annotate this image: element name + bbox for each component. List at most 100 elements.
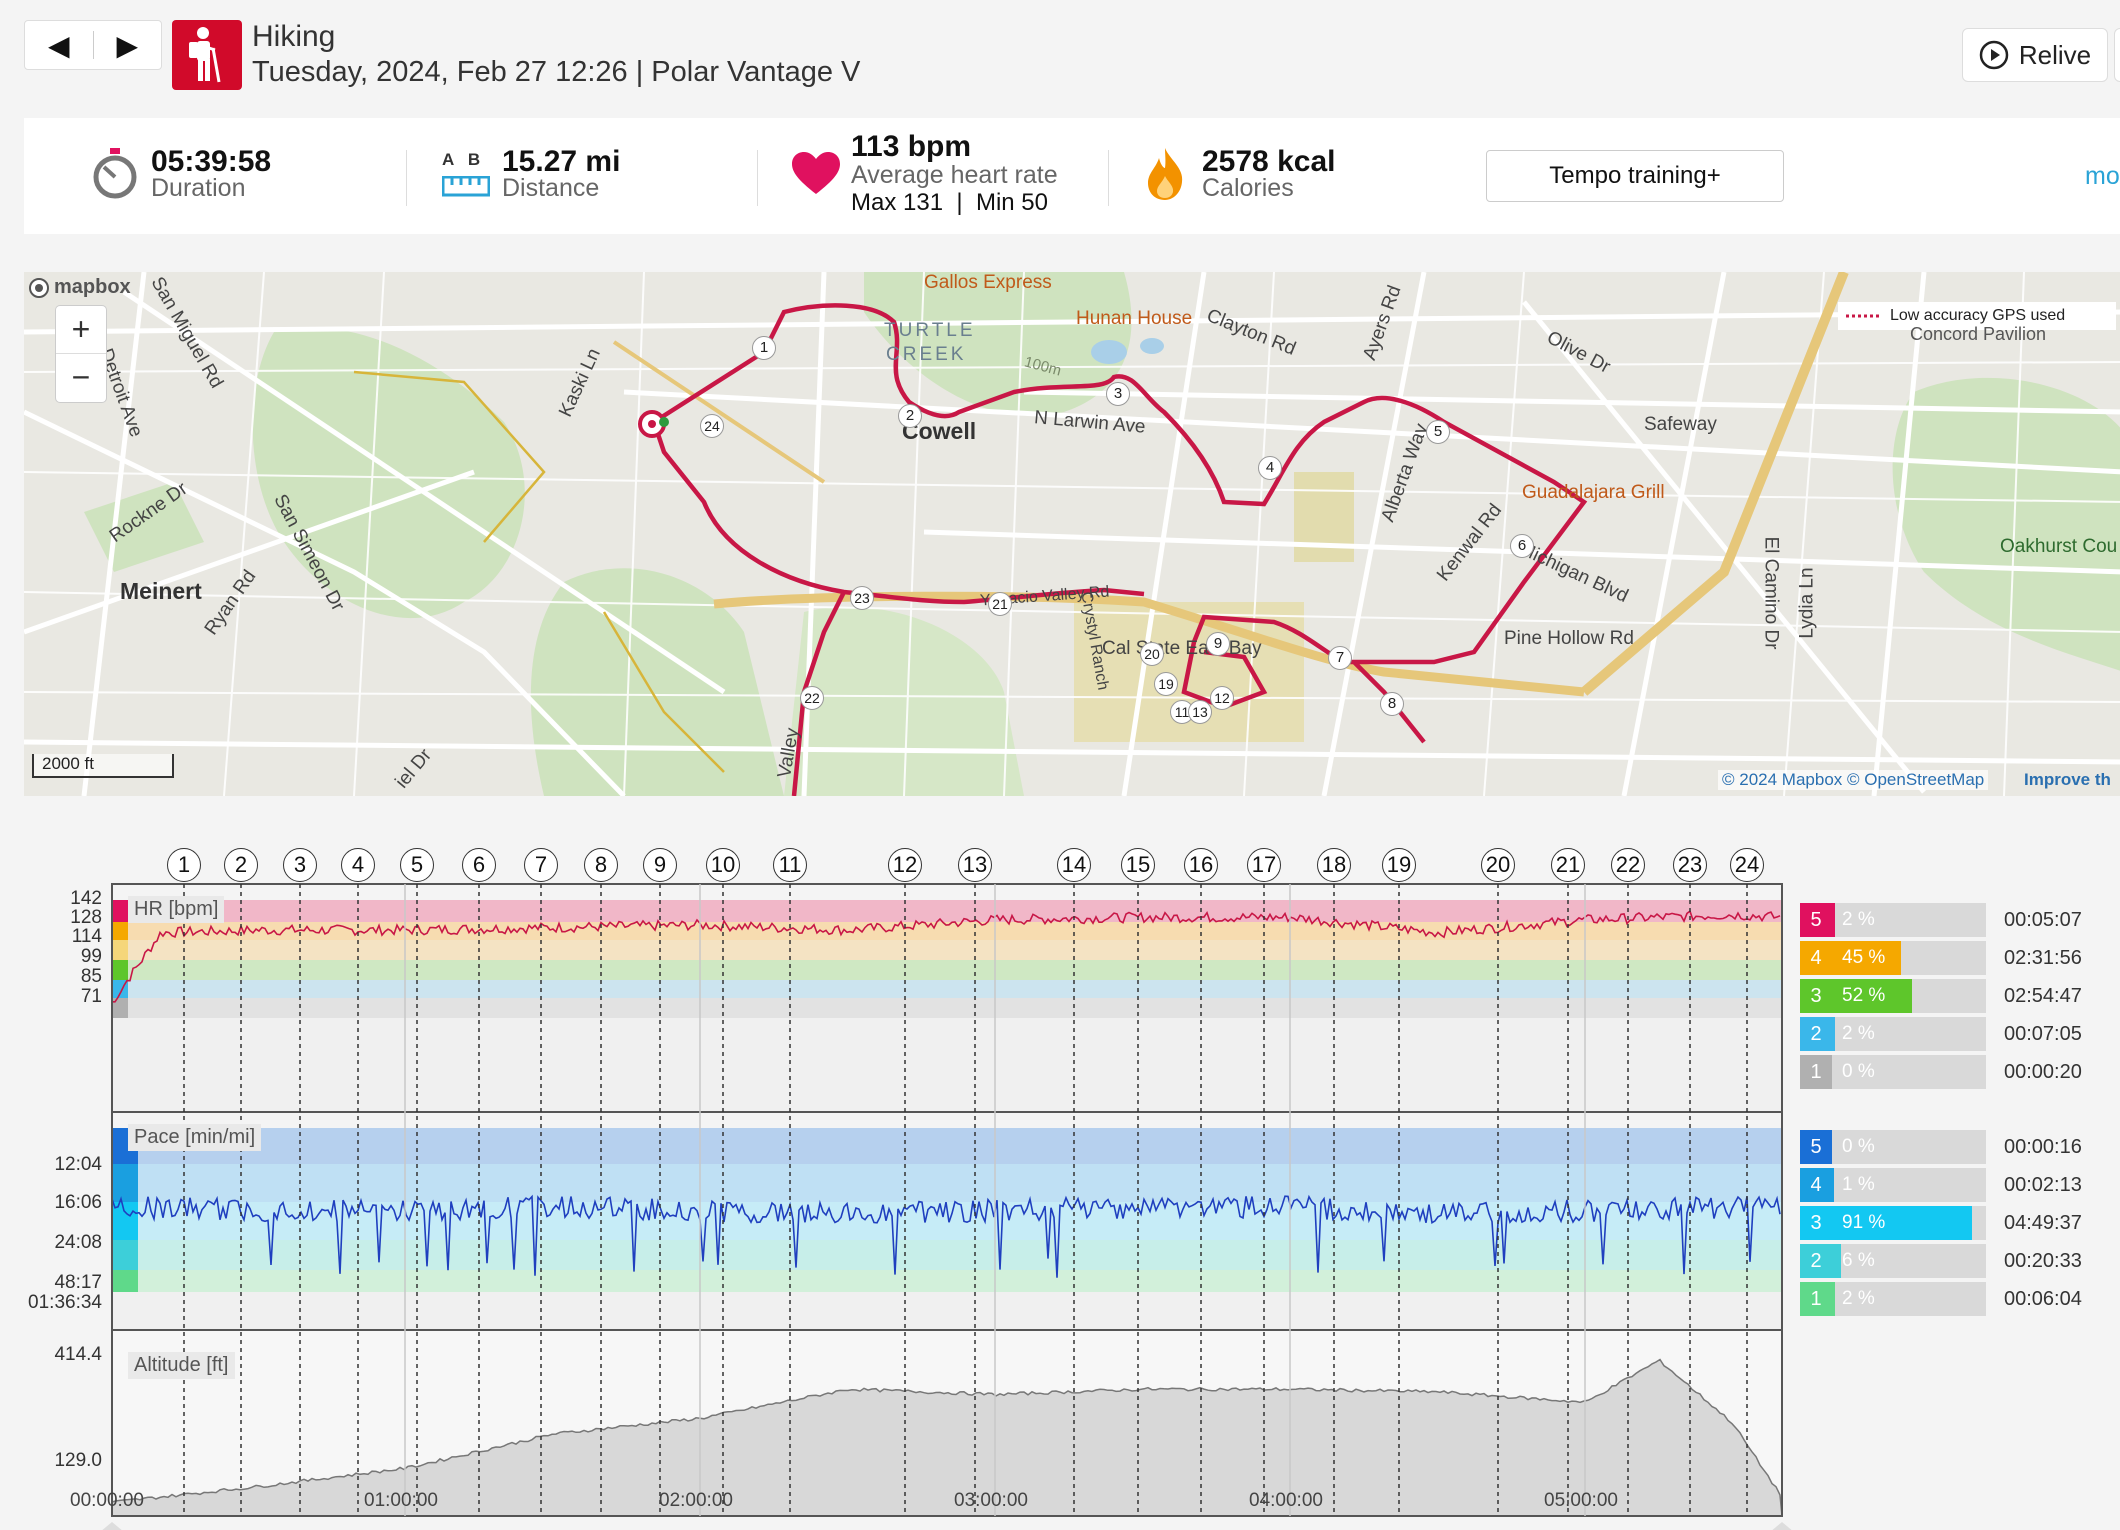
lap-number-marker[interactable]: 10 — [706, 848, 740, 882]
zone-number: 4 — [1800, 941, 1832, 975]
distance-label: Distance — [502, 174, 600, 202]
zone-number: 2 — [1800, 1244, 1832, 1278]
lap-number-marker[interactable]: 13 — [958, 848, 992, 882]
hr-label: Average heart rate — [851, 161, 1058, 189]
zone-time: 00:00:20 — [2004, 1061, 2082, 1083]
lap-number-marker[interactable]: 18 — [1317, 848, 1351, 882]
lap-number-marker[interactable]: 11 — [773, 848, 807, 882]
lap-number-marker[interactable]: 16 — [1184, 848, 1218, 882]
zone-percent: 0 % — [1842, 1061, 1875, 1082]
lap-number-marker[interactable]: 8 — [584, 848, 618, 882]
lap-marker[interactable]: 7 — [1328, 646, 1352, 670]
zone-percent: 2 % — [1842, 909, 1875, 930]
lap-marker[interactable]: 13 — [1188, 700, 1212, 724]
lap-marker[interactable]: 3 — [1106, 382, 1130, 406]
lap-number-marker[interactable]: 1 — [167, 848, 201, 882]
zone-time: 00:07:05 — [2004, 1023, 2082, 1045]
lap-number-marker[interactable]: 19 — [1382, 848, 1416, 882]
lap-number-marker[interactable]: 2 — [224, 848, 258, 882]
x-tick: 03:00:00 — [954, 1490, 1028, 1511]
lap-marker[interactable]: 5 — [1426, 420, 1450, 444]
lap-marker[interactable]: 12 — [1210, 686, 1234, 710]
ruler-icon — [441, 175, 491, 203]
street-label: El Camino Dr — [1760, 536, 1782, 650]
hr-ytick: 85 — [80, 966, 102, 987]
calories-value: 2578 kcal — [1202, 145, 1336, 178]
hr-ytick: 142 — [70, 888, 102, 909]
zoom-in-button[interactable]: + — [56, 306, 106, 354]
zone-percent: 91 % — [1842, 1212, 1886, 1233]
map-canvas — [24, 272, 2120, 796]
lap-number-marker[interactable]: 9 — [643, 848, 677, 882]
duration-value: 05:39:58 — [151, 145, 272, 178]
lap-number-marker[interactable]: 17 — [1247, 848, 1281, 882]
distance-value: 15.27 mi — [502, 145, 621, 178]
lap-number-marker[interactable]: 12 — [888, 848, 922, 882]
flame-icon — [1146, 148, 1184, 205]
zone-row: 1 2 % — [1800, 1282, 1986, 1316]
lap-marker[interactable]: 24 — [700, 414, 724, 438]
distance-ab-label: A B — [442, 150, 481, 169]
datetime-device: Tuesday, 2024, Feb 27 12:26 | Polar Vant… — [252, 56, 861, 88]
zone-percent: 6 % — [1842, 1250, 1875, 1271]
calories-label: Calories — [1202, 174, 1294, 202]
town-label: Meinert — [120, 578, 202, 604]
zone-number: 1 — [1800, 1055, 1832, 1089]
zone-percent: 0 % — [1842, 1136, 1875, 1157]
poi-label: Safeway — [1644, 414, 1717, 435]
lap-marker[interactable]: 6 — [1510, 534, 1534, 558]
lap-number-marker[interactable]: 21 — [1551, 848, 1585, 882]
mapbox-icon — [29, 277, 49, 298]
x-tick: 00:00:00 — [70, 1490, 144, 1511]
next-activity-button[interactable]: ▶ — [94, 21, 162, 69]
lap-marker[interactable]: 9 — [1206, 632, 1230, 656]
gps-legend: Low accuracy GPS used — [1838, 302, 2116, 330]
lap-number-marker[interactable]: 15 — [1121, 848, 1155, 882]
route-map[interactable]: Gallos Express Hunan House Clayton Rd Ay… — [24, 272, 2120, 796]
mapbox-logo: mapbox — [28, 276, 131, 299]
lap-number-marker[interactable]: 23 — [1673, 848, 1707, 882]
alt-ytick: 129.0 — [54, 1450, 102, 1471]
relive-button[interactable]: Relive — [1962, 28, 2108, 82]
lap-marker[interactable]: 20 — [1140, 642, 1164, 666]
training-benefit-button[interactable]: Tempo training+ — [1486, 150, 1784, 202]
zone-bar — [1832, 979, 1913, 1013]
lap-number-marker[interactable]: 20 — [1481, 848, 1515, 882]
zoom-out-button[interactable]: − — [71, 359, 91, 395]
lap-number-marker[interactable]: 24 — [1730, 848, 1764, 882]
share-button[interactable] — [2114, 28, 2120, 82]
lap-marker[interactable]: 1 — [752, 336, 776, 360]
lap-number-marker[interactable]: 22 — [1611, 848, 1645, 882]
prev-activity-button[interactable]: ◀ — [25, 21, 93, 69]
lap-marker[interactable]: 4 — [1258, 456, 1282, 480]
lap-marker[interactable]: 19 — [1154, 672, 1178, 696]
zone-number: 5 — [1800, 1130, 1832, 1164]
poi-label: Cal State East Bay — [1102, 638, 1262, 659]
altitude-series-label: Altitude [ft] — [128, 1352, 235, 1379]
hiking-icon — [172, 20, 242, 90]
hr-ytick: 99 — [80, 946, 102, 967]
lap-number-marker[interactable]: 7 — [524, 848, 558, 882]
lap-number-marker[interactable]: 5 — [400, 848, 434, 882]
lap-number-marker[interactable]: 3 — [283, 848, 317, 882]
zone-row: 2 6 % — [1800, 1244, 1986, 1278]
lap-number-marker[interactable]: 4 — [341, 848, 375, 882]
lap-marker[interactable]: 21 — [988, 592, 1012, 616]
more-link[interactable]: mo — [2085, 162, 2120, 190]
zone-time: 00:06:04 — [2004, 1288, 2082, 1310]
lap-number-marker[interactable]: 14 — [1057, 848, 1091, 882]
zone-number: 3 — [1800, 979, 1832, 1013]
alt-ytick: 414.4 — [54, 1344, 102, 1365]
lap-marker[interactable]: 23 — [850, 586, 874, 610]
lap-number-marker[interactable]: 6 — [462, 848, 496, 882]
lap-marker[interactable]: 2 — [898, 404, 922, 428]
poi-label: Gallos Express — [924, 272, 1052, 293]
improve-map-link[interactable]: Improve th — [2024, 770, 2111, 789]
gps-legend-label: Low accuracy GPS used — [1890, 307, 2066, 324]
hr-ytick: 114 — [71, 926, 102, 947]
lap-marker[interactable]: 8 — [1380, 692, 1404, 716]
lap-marker[interactable]: 22 — [800, 686, 824, 710]
map-attribution[interactable]: © 2024 Mapbox © OpenStreetMap — [1718, 770, 1989, 790]
stats-bar — [24, 118, 2120, 234]
heart-icon — [792, 152, 840, 201]
